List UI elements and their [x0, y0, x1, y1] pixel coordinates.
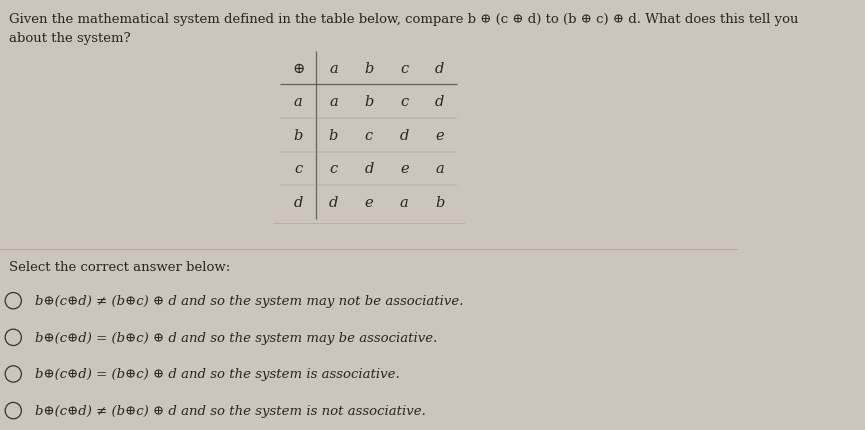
Text: d: d: [364, 162, 374, 176]
Text: d: d: [293, 196, 303, 209]
Text: c: c: [294, 162, 302, 176]
Text: d: d: [435, 61, 445, 75]
Text: c: c: [330, 162, 337, 176]
Text: a: a: [329, 95, 338, 109]
Text: e: e: [400, 162, 408, 176]
Text: a: a: [294, 95, 303, 109]
Text: ⊕: ⊕: [292, 61, 304, 75]
Text: b: b: [364, 61, 374, 75]
Text: c: c: [400, 61, 408, 75]
Text: Given the mathematical system defined in the table below, compare b ⊕ (c ⊕ d) to: Given the mathematical system defined in…: [9, 13, 798, 45]
Text: a: a: [435, 162, 444, 176]
Text: a: a: [329, 61, 338, 75]
Text: b: b: [364, 95, 374, 109]
Text: b⊕(c⊕d) ≠ (b⊕c) ⊕ d and so the system is not associative.: b⊕(c⊕d) ≠ (b⊕c) ⊕ d and so the system is…: [35, 404, 426, 417]
Text: d: d: [435, 95, 445, 109]
Text: d: d: [329, 196, 338, 209]
Text: a: a: [400, 196, 408, 209]
Text: Select the correct answer below:: Select the correct answer below:: [9, 260, 230, 273]
Text: b: b: [435, 196, 445, 209]
Text: c: c: [365, 129, 373, 142]
Text: d: d: [400, 129, 409, 142]
Text: b: b: [329, 129, 338, 142]
Text: b⊕(c⊕d) = (b⊕c) ⊕ d and so the system may be associative.: b⊕(c⊕d) = (b⊕c) ⊕ d and so the system ma…: [35, 331, 438, 344]
Text: e: e: [435, 129, 444, 142]
Text: e: e: [365, 196, 373, 209]
Text: b: b: [293, 129, 303, 142]
Text: b⊕(c⊕d) ≠ (b⊕c) ⊕ d and so the system may not be associative.: b⊕(c⊕d) ≠ (b⊕c) ⊕ d and so the system ma…: [35, 295, 464, 307]
Text: c: c: [400, 95, 408, 109]
Text: b⊕(c⊕d) = (b⊕c) ⊕ d and so the system is associative.: b⊕(c⊕d) = (b⊕c) ⊕ d and so the system is…: [35, 368, 400, 381]
